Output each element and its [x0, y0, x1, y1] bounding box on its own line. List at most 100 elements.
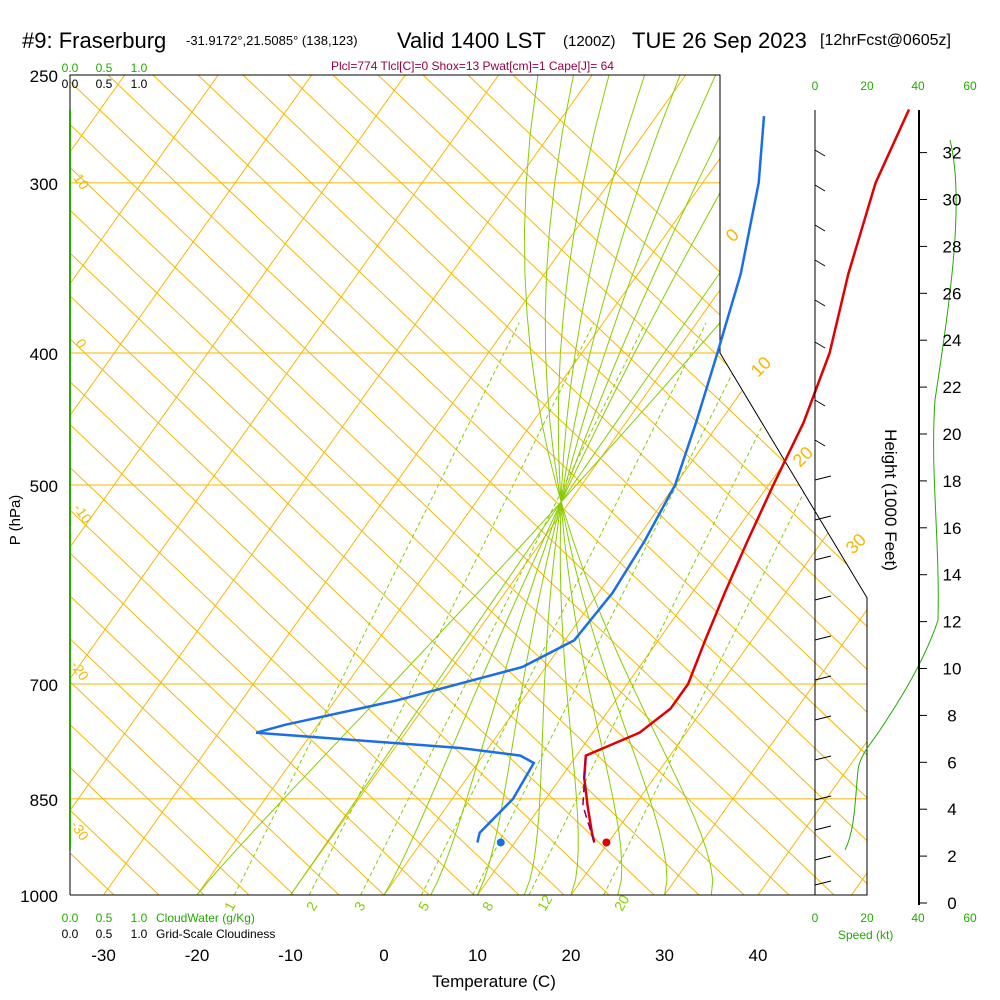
cloudiness-tick-top: 0.5 — [96, 77, 113, 91]
moist-adiabat-line — [290, 75, 859, 895]
cloudwater-tick-bottom: 0.5 — [96, 911, 113, 925]
height-tick-label: 30 — [943, 191, 962, 210]
surface-dewpoint-dot — [496, 838, 505, 847]
grid-layer — [0, 74, 868, 896]
cloudiness-tick-bottom: 1.0 — [131, 927, 148, 941]
speed-tick-top: 0 — [812, 79, 819, 93]
cloudiness-tick-bottom: 0.0 — [62, 927, 79, 941]
dry-adiabat-line — [70, 75, 430, 895]
pressure-tick-label: 850 — [30, 791, 58, 810]
height-tick-label: 2 — [947, 847, 956, 866]
height-tick-label: 26 — [943, 284, 962, 303]
dry-adiabat-label: 10 — [747, 353, 775, 381]
wind-barb — [814, 595, 832, 601]
wind-barb — [814, 825, 832, 831]
moist-adiabat-line — [383, 75, 788, 895]
pressure-tick-label: 400 — [30, 345, 58, 364]
legend-cloudiness: Grid-Scale Cloudiness — [156, 927, 275, 941]
mixing-ratio-label: 2 — [303, 899, 321, 914]
dewpoint-line — [255, 116, 766, 843]
dry-adiabat-line — [0, 75, 24, 895]
mixing-ratio-line — [308, 322, 595, 895]
isotherm-left-label: -20 — [68, 658, 93, 684]
height-tick-label: 22 — [943, 378, 962, 397]
height-tick-label: 18 — [943, 472, 962, 491]
moist-adiabat-line — [544, 75, 668, 895]
temperature-tick-label: -10 — [278, 946, 303, 965]
speed-tick-bottom: 20 — [860, 911, 874, 925]
wind-barb — [814, 795, 832, 801]
dry-adiabat-line — [70, 75, 385, 895]
height-tick-label: 14 — [943, 566, 962, 585]
wind-barb — [814, 675, 832, 681]
sounding-indices: Plcl=774 Tlcl[C]=0 Shox=13 Pwat[cm]=1 Ca… — [331, 59, 614, 73]
pressure-tick-label: 300 — [30, 175, 58, 194]
cloudwater-tick-top: 0.5 — [96, 61, 113, 75]
cloudwater-profile-line — [844, 139, 957, 851]
wind-barb — [814, 880, 832, 886]
speed-tick-top: 40 — [911, 79, 925, 93]
dry-adiabat-label: 0 — [722, 225, 743, 246]
station-coords: -31.9172°,21.5085° (138,123) — [186, 33, 358, 48]
temperature-tick-label: 0 — [379, 946, 388, 965]
cloudiness-tick-top: 1.0 — [131, 77, 148, 91]
temperature-tick-label: -30 — [91, 946, 116, 965]
legend-speed: Speed (kt) — [838, 928, 893, 942]
surface-temperature-dot — [602, 838, 611, 847]
speed-tick-bottom: 60 — [963, 911, 977, 925]
isotherm-left-label: 0 — [73, 336, 91, 352]
zulu-time: (1200Z) — [563, 33, 616, 50]
forecast-label: [12hrFcst@0605z] — [820, 32, 951, 49]
wind-barb — [814, 149, 826, 157]
temperature-tick-label: -20 — [185, 946, 210, 965]
height-tick-label: 4 — [947, 800, 956, 819]
wind-barb — [814, 635, 832, 641]
mixing-ratio-label: 20 — [611, 892, 633, 914]
mixing-ratio-label: 5 — [415, 899, 433, 914]
wind-barb — [814, 259, 826, 267]
isotherm-line — [757, 75, 867, 895]
temperature-tick-label: 10 — [468, 946, 487, 965]
moist-adiabat-line — [559, 75, 646, 895]
moist-adiabat-line — [557, 75, 623, 895]
temperature-tick-label: 30 — [655, 946, 674, 965]
cloudiness-tick-bottom: 0.5 — [96, 927, 113, 941]
pressure-tick-label: 500 — [30, 477, 58, 496]
header: #9: Fraserburg -31.9172°,21.5085° (138,1… — [0, 0, 1000, 73]
isotherm-line — [0, 75, 31, 895]
wind-barb — [814, 341, 826, 349]
moist-adiabat-line — [430, 75, 752, 895]
speed-tick-bottom: 0 — [812, 911, 819, 925]
cloudwater-tick-bottom: 0.0 — [62, 911, 79, 925]
cloudwater-tick-top: 0.0 — [62, 61, 79, 75]
isotherm-line — [70, 75, 313, 895]
height-tick-label: 12 — [943, 613, 962, 632]
mixing-ratio-label: 8 — [479, 899, 497, 914]
dry-adiabat-line — [70, 75, 475, 895]
height-tick-label: 10 — [943, 660, 962, 679]
plot-border — [69, 74, 868, 896]
cloudwater-tick-top: 1.0 — [131, 61, 148, 75]
y2-axis-title: Height (1000 Feet) — [881, 429, 900, 571]
mixing-ratio-label: 3 — [351, 899, 369, 914]
dry-adiabat-label: 30 — [842, 530, 870, 558]
moist-adiabat-line — [523, 75, 714, 895]
height-tick-label: 16 — [943, 519, 962, 538]
cloudiness-tick-top: 0.0 — [62, 77, 79, 91]
isotherm-left-label: 10 — [71, 171, 93, 193]
wind-barb — [814, 715, 832, 721]
valid-time: Valid 1400 LST — [397, 28, 546, 53]
pressure-tick-label: 700 — [30, 676, 58, 695]
height-tick-label: 28 — [943, 237, 962, 256]
temperature-tick-label: 20 — [562, 946, 581, 965]
y-axis-title: P (hPa) — [7, 495, 24, 546]
isotherm-left-label: -30 — [68, 818, 93, 844]
parcel-path-line — [582, 755, 596, 843]
speed-tick-top: 60 — [963, 79, 977, 93]
temperature-line — [582, 108, 911, 843]
height-tick-label: 24 — [943, 331, 962, 350]
height-tick-label: 6 — [947, 753, 956, 772]
height-tick-label: 0 — [947, 894, 956, 913]
mixing-ratio-line — [360, 322, 646, 895]
wind-barb — [814, 399, 826, 407]
